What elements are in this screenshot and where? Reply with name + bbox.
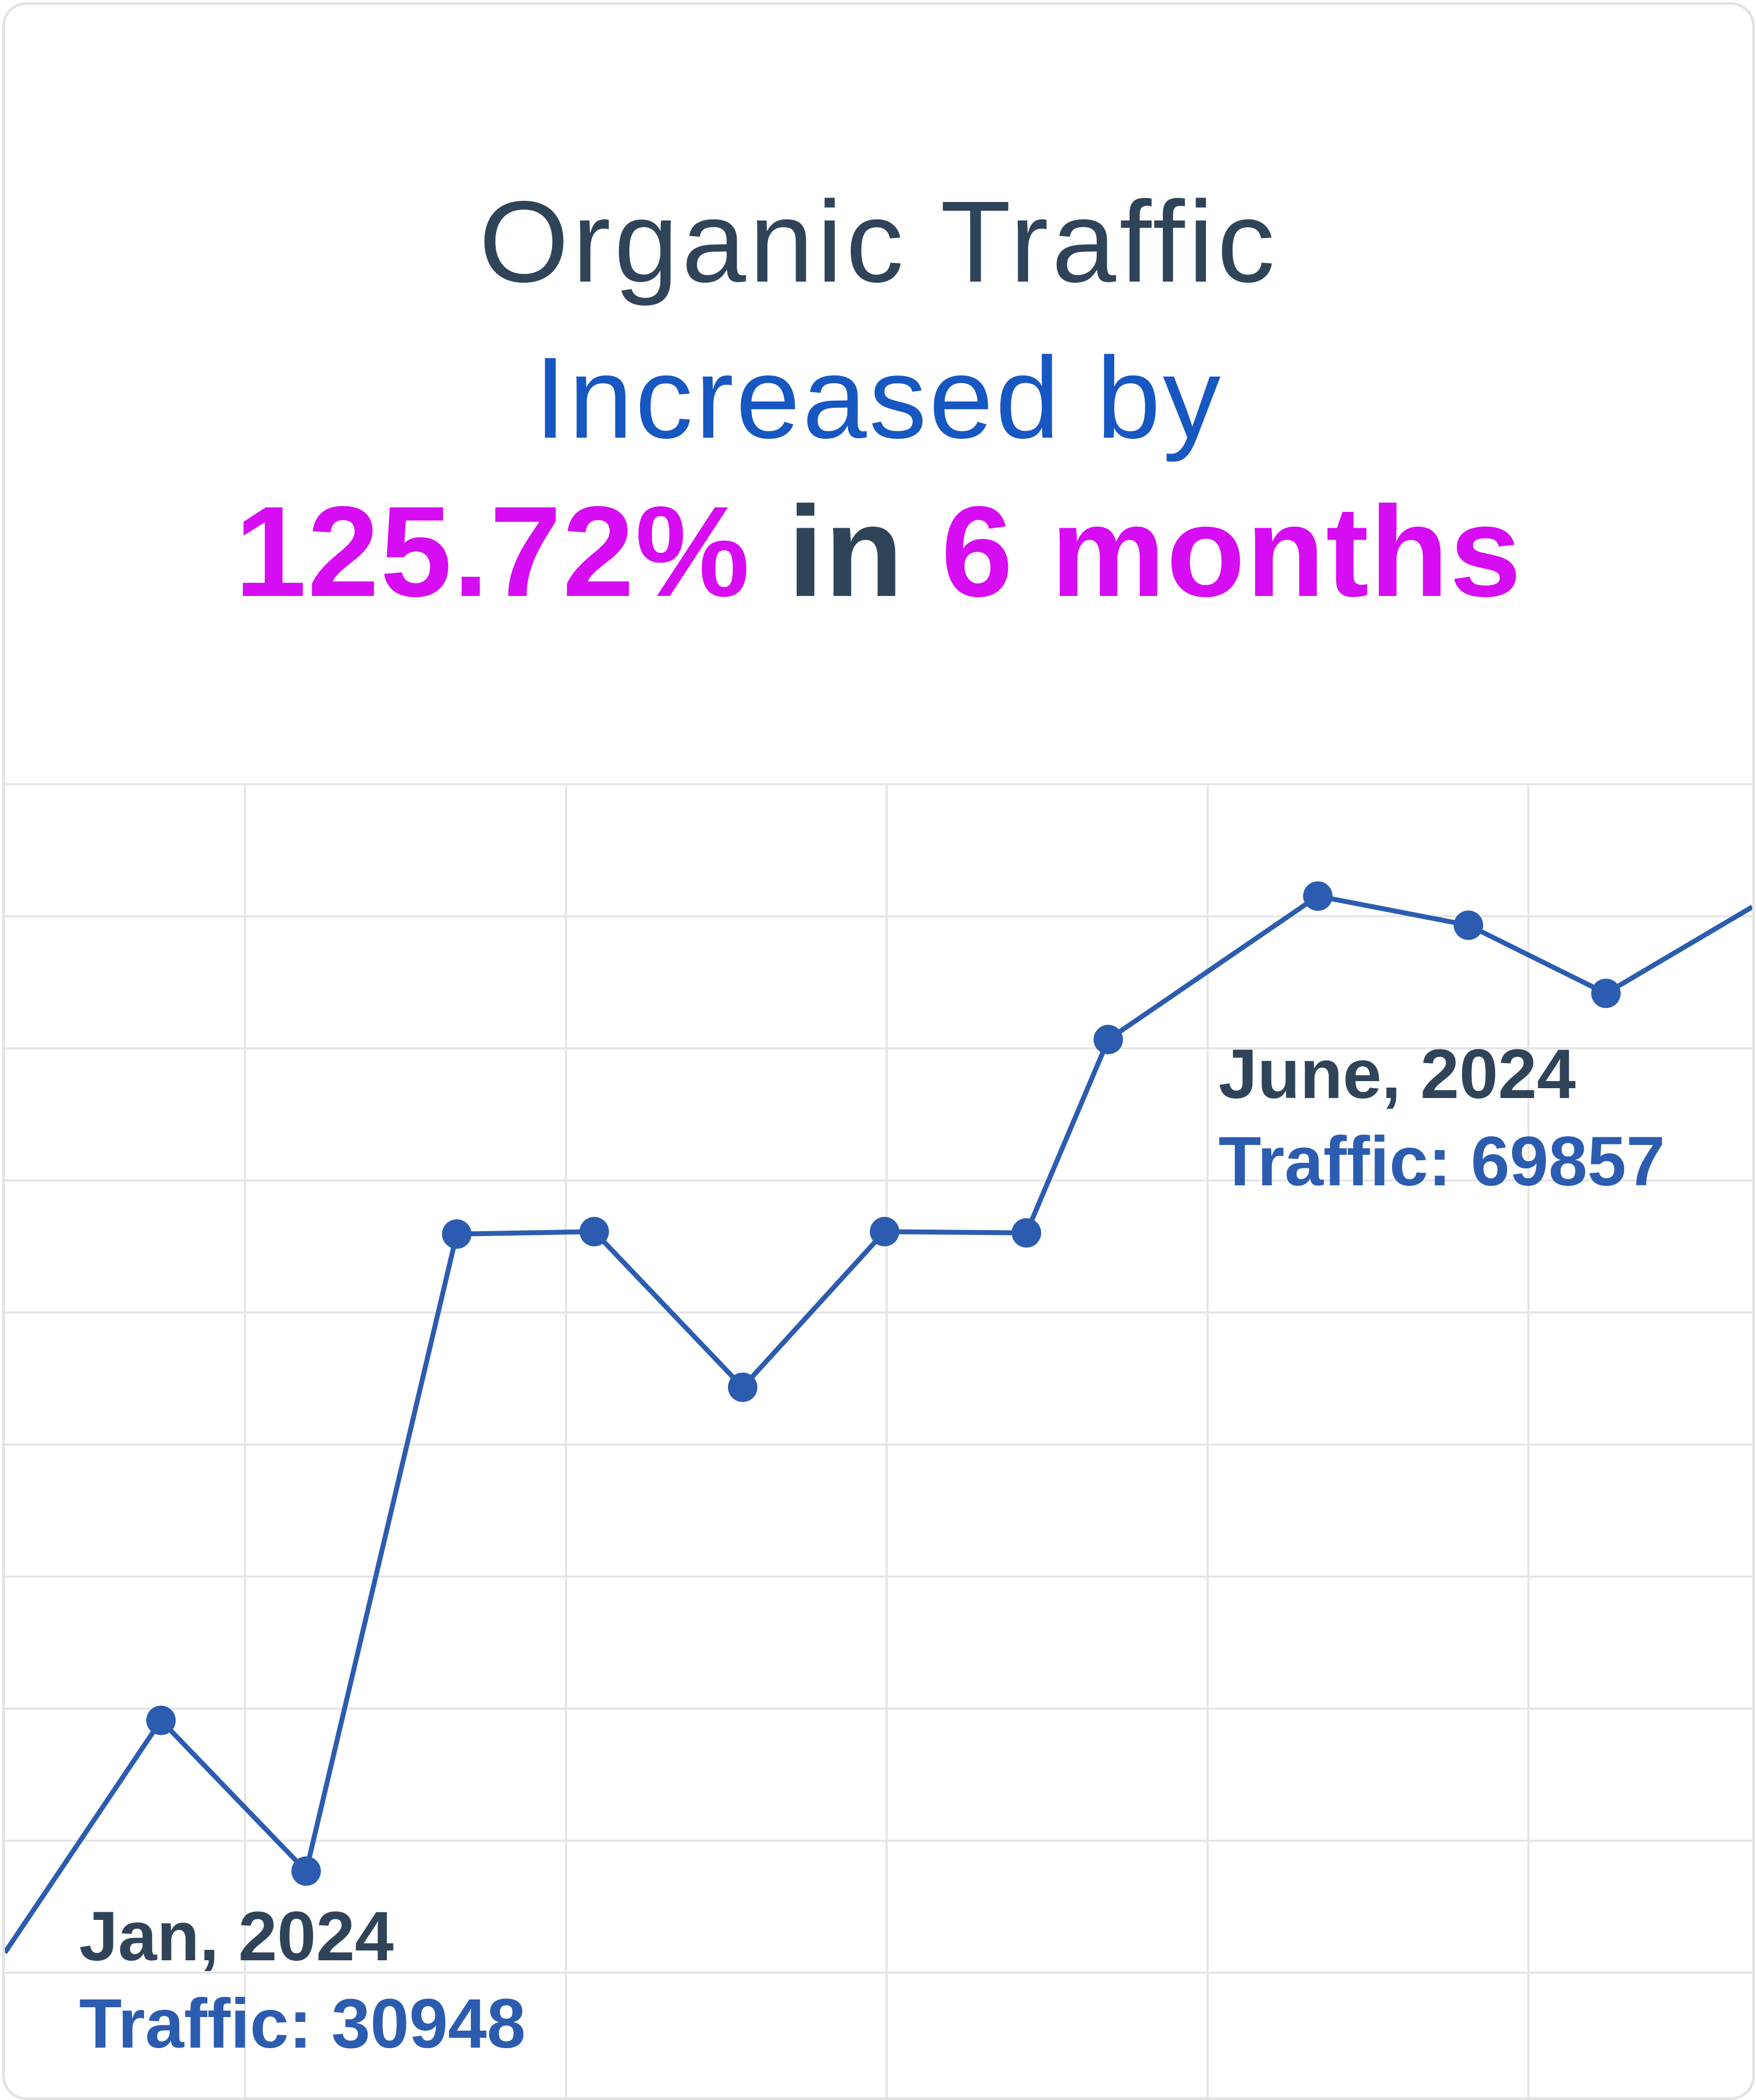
data-point [1094,1024,1123,1054]
data-point [291,1856,321,1886]
data-point [1454,910,1483,940]
start-traffic-label: Traffic: 30948 [79,1985,526,2063]
end-point-callout: June, 2024 Traffic: 69857 [1219,1031,1665,1206]
start-date-label: Jan, 2024 [79,1898,394,1976]
data-point [580,1216,609,1246]
growth-percent: 125.72% [235,480,751,624]
data-point [442,1219,471,1249]
series-points-layer [146,881,1621,1886]
grid [5,783,1752,2097]
end-date-label: June, 2024 [1219,1035,1576,1113]
growth-period: 6 months [941,480,1522,624]
end-traffic-label: Traffic: 69857 [1219,1123,1665,1201]
headline-line-3: 125.72% in 6 months [5,478,1752,626]
headline-line-1: Organic Traffic [479,177,1279,306]
data-point [728,1373,757,1402]
headline-line-2: Increased by [534,333,1223,462]
data-point [146,1705,176,1735]
data-point [870,1216,899,1246]
headline-connector: in [787,480,905,624]
start-point-callout: Jan, 2024 Traffic: 30948 [79,1893,525,2068]
data-point [1303,881,1333,911]
line-chart [5,783,1752,2097]
data-point [1012,1218,1041,1248]
data-point [1591,979,1621,1009]
